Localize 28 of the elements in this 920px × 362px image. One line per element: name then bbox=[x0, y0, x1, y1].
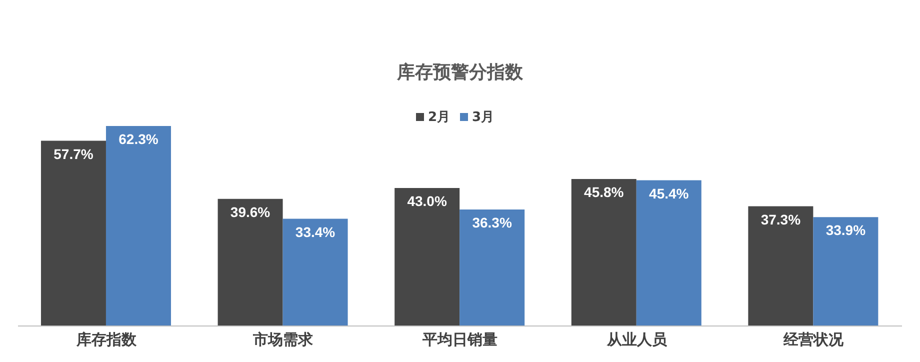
data-label: 62.3% bbox=[118, 131, 159, 147]
data-label: 39.6% bbox=[230, 204, 271, 220]
data-label: 36.3% bbox=[472, 214, 512, 230]
data-label: 33.4% bbox=[295, 224, 336, 240]
x-tick-label: 经营状况 bbox=[782, 330, 845, 349]
legend-label: 2月 bbox=[428, 110, 450, 125]
bar bbox=[571, 178, 636, 326]
bar bbox=[106, 126, 171, 326]
data-label: 43.0% bbox=[407, 192, 448, 209]
bar bbox=[636, 180, 702, 326]
bar bbox=[394, 188, 460, 326]
data-label: 37.3% bbox=[760, 211, 802, 228]
data-label: 45.4% bbox=[649, 185, 690, 202]
chart-title: 库存预警分指数 bbox=[396, 61, 524, 85]
bar bbox=[218, 198, 283, 326]
x-tick-label: 平均日销量 bbox=[422, 330, 498, 349]
bar bbox=[460, 209, 525, 326]
x-tick-label: 市场需求 bbox=[252, 330, 314, 349]
x-tick-label: 库存指数 bbox=[75, 330, 138, 349]
x-tick-label: 从业人员 bbox=[606, 330, 668, 349]
legend-label: 3月 bbox=[472, 110, 494, 125]
data-label: 57.7% bbox=[54, 146, 94, 162]
data-label: 45.8% bbox=[584, 184, 624, 200]
bar bbox=[40, 140, 106, 326]
bar bbox=[282, 218, 348, 326]
bar bbox=[813, 217, 878, 326]
data-label: 33.9% bbox=[826, 222, 866, 238]
bar bbox=[748, 206, 814, 326]
